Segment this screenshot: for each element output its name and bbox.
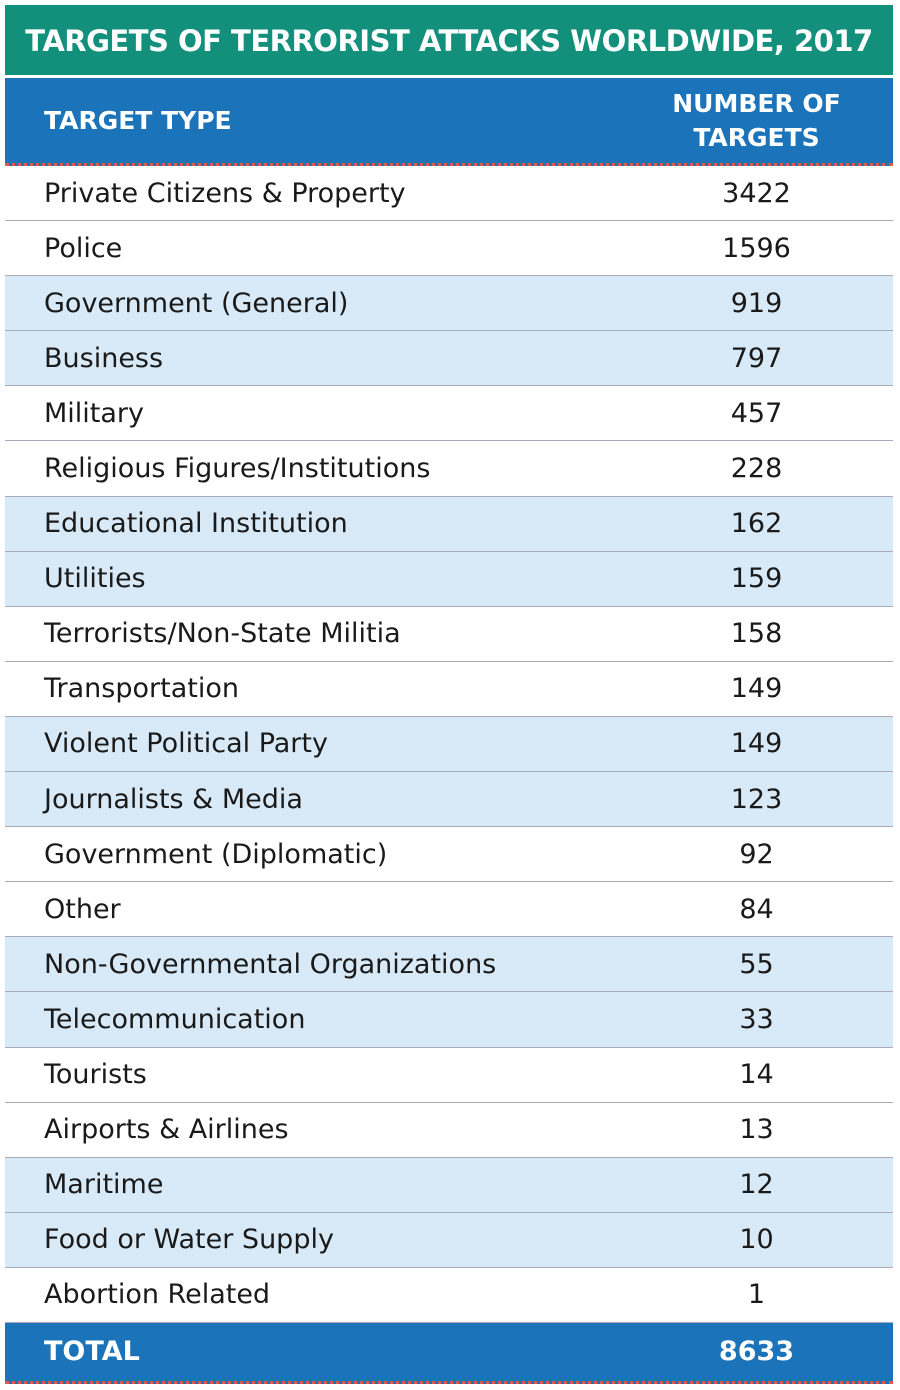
target-count: 158 <box>730 618 783 650</box>
target-type: Utilities <box>44 563 146 595</box>
target-count: 797 <box>730 342 783 374</box>
header-cell: TARGET TYPE <box>44 106 232 135</box>
target-type: Food or Water Supply <box>44 1224 334 1256</box>
target-type: Other <box>44 893 121 925</box>
target-count: 10 <box>739 1224 774 1256</box>
header-cell: NUMBER OF TARGETS <box>672 88 841 152</box>
table-row: Utilities 159 <box>5 551 893 607</box>
target-count: 13 <box>739 1114 774 1146</box>
table-row: Tourists 14 <box>5 1048 893 1103</box>
infographic: TARGETS OF TERRORIST ATTACKS WORLDWIDE, … <box>5 5 893 1384</box>
total-row: TOTAL 8633 <box>5 1322 893 1384</box>
target-type: Violent Political Party <box>44 728 328 760</box>
target-type: Military <box>44 397 145 429</box>
table-row: Terrorists/Non-State Militia 158 <box>5 607 893 662</box>
table-row: Journalists & Media 123 <box>5 772 893 828</box>
target-type: Government (General) <box>44 287 349 319</box>
table-row: Police 1596 <box>5 221 893 277</box>
target-count: 84 <box>739 893 774 925</box>
table-body: Private Citizens & Property 3422 Police 159… <box>5 166 893 1323</box>
target-count: 14 <box>739 1059 774 1091</box>
target-type: Telecommunication <box>44 1003 306 1035</box>
total-value: 8633 <box>718 1336 795 1368</box>
target-count: 55 <box>739 948 774 980</box>
total-label: TOTAL <box>44 1336 140 1368</box>
target-type: Abortion Related <box>44 1279 271 1311</box>
target-count: 919 <box>730 287 783 319</box>
target-count: 12 <box>739 1169 774 1201</box>
table-row: Government (General) 919 <box>5 276 893 332</box>
table-row: Government (Diplomatic) 92 <box>5 827 893 883</box>
table-row: Educational Institution 162 <box>5 496 893 552</box>
table-row: Religious Figures/Institutions 228 <box>5 441 893 497</box>
table-row: Military 457 <box>5 386 893 442</box>
title: TARGETS OF TERRORIST ATTACKS WORLDWIDE, … <box>5 5 893 75</box>
target-type: Non-Governmental Organizations <box>44 948 497 980</box>
target-type: Educational Institution <box>44 508 348 540</box>
target-count: 159 <box>730 563 783 595</box>
target-type: Business <box>44 342 164 374</box>
table-row: Maritime 12 <box>5 1157 893 1213</box>
table-row: Food or Water Supply 10 <box>5 1212 893 1268</box>
target-count: 1 <box>747 1279 766 1311</box>
table-row: Other 84 <box>5 882 893 938</box>
table-row: Non-Governmental Organizations 55 <box>5 937 893 993</box>
target-type: Terrorists/Non-State Militia <box>44 618 401 650</box>
target-type: Police <box>44 232 123 264</box>
table-row: Violent Political Party 149 <box>5 716 893 773</box>
table-row: Transportation 149 <box>5 662 893 717</box>
target-type: Journalists & Media <box>44 783 303 815</box>
target-count: 3422 <box>722 177 791 209</box>
target-type: Tourists <box>44 1059 147 1091</box>
target-count: 123 <box>730 783 783 815</box>
target-count: 457 <box>730 397 783 429</box>
target-type: Religious Figures/Institutions <box>44 453 431 485</box>
table-row: Private Citizens & Property 3422 <box>5 166 893 222</box>
table-row: Abortion Related 1 <box>5 1268 893 1323</box>
target-count: 149 <box>730 728 783 760</box>
table-row: Business 797 <box>5 331 893 387</box>
target-type: Maritime <box>44 1169 164 1201</box>
target-type: Airports & Airlines <box>44 1114 289 1146</box>
target-count: 33 <box>739 1003 774 1035</box>
target-count: 1596 <box>722 232 791 264</box>
target-count: 92 <box>739 838 774 870</box>
table-row: Airports & Airlines 13 <box>5 1103 893 1158</box>
target-type: Government (Diplomatic) <box>44 838 388 870</box>
table-row: Telecommunication 33 <box>5 992 893 1048</box>
target-count: 162 <box>730 508 783 540</box>
target-type: Transportation <box>44 673 239 705</box>
target-count: 228 <box>730 453 783 485</box>
table-header: TARGET TYPE NUMBER OF TARGETS <box>5 78 893 166</box>
target-type: Private Citizens & Property <box>44 177 406 209</box>
target-count: 149 <box>730 673 783 705</box>
